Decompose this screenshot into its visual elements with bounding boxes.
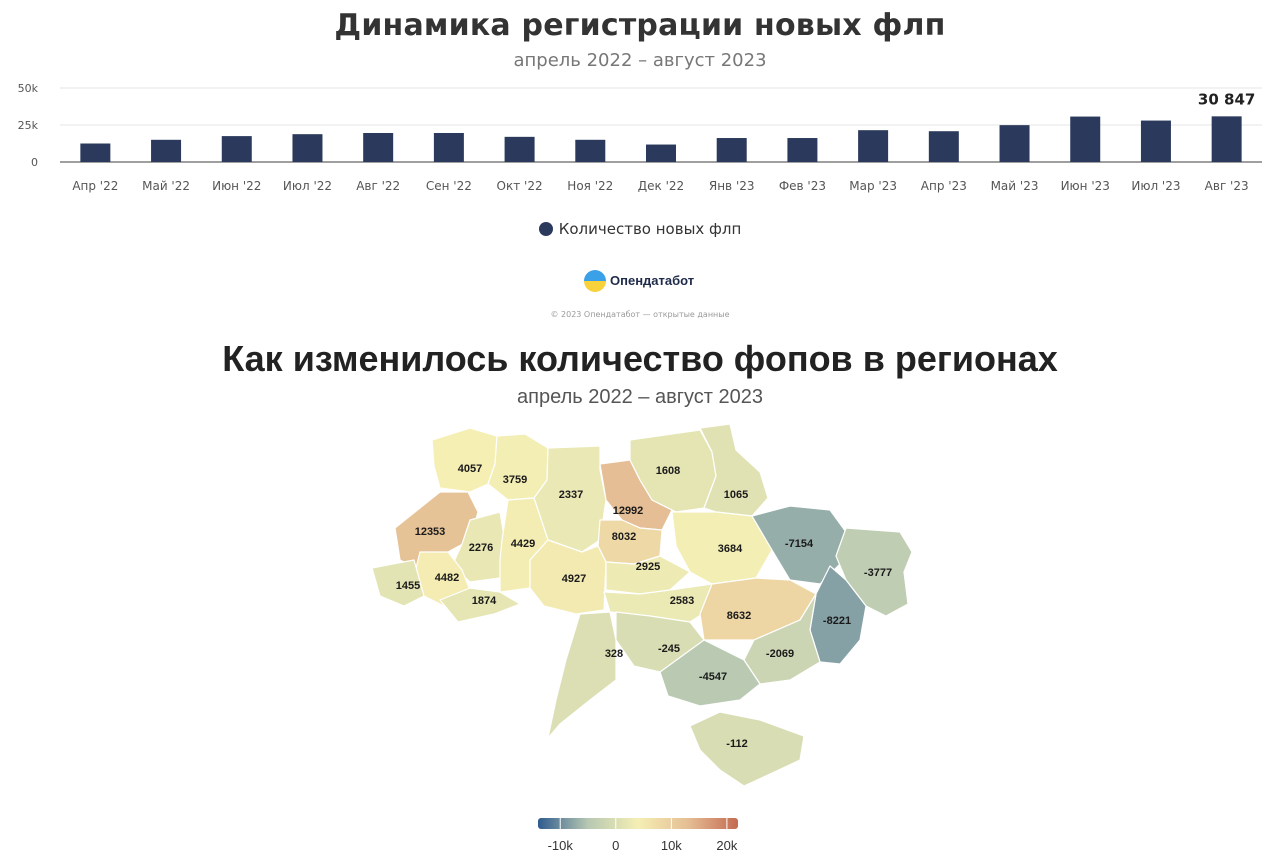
region-shape <box>439 587 521 623</box>
bar <box>858 130 889 162</box>
legend-label: Количество новых флп <box>558 220 742 238</box>
bar <box>221 136 252 162</box>
region-label: 2337 <box>559 489 583 501</box>
y-tick-label: 0 <box>31 156 38 169</box>
region-label: 4429 <box>511 538 535 550</box>
color-scale-tick-label: 20k <box>716 838 738 853</box>
color-scale-tick-label: -10k <box>547 838 573 853</box>
x-tick-label: Авг '23 <box>1205 179 1249 193</box>
x-tick-label: Ноя '22 <box>567 179 613 193</box>
map-title: Как изменилось количество фопов в регион… <box>222 338 1058 379</box>
region-shape <box>529 539 607 615</box>
map-subtitle: апрель 2022 – август 2023 <box>517 386 763 408</box>
region-shape <box>371 559 425 607</box>
region-label: 3759 <box>503 474 527 486</box>
x-tick-label: Май '23 <box>991 179 1039 193</box>
bar <box>151 139 182 162</box>
region-label: 8032 <box>612 531 636 543</box>
legend-marker <box>538 222 553 236</box>
x-tick-label: Май '22 <box>142 179 190 193</box>
region-label: -7154 <box>785 538 814 550</box>
region-shape <box>689 711 805 787</box>
x-tick-label: Июн '22 <box>212 179 261 193</box>
x-tick-label: Авг '22 <box>356 179 400 193</box>
y-tick-label: 50k <box>18 82 39 95</box>
region-label: 8632 <box>727 610 751 622</box>
region-shape <box>835 527 913 617</box>
x-tick-label: Апр '23 <box>921 179 967 193</box>
x-tick-label: Июл '22 <box>283 179 332 193</box>
region-label: 1065 <box>724 489 748 501</box>
region-shape <box>605 555 691 595</box>
color-scale-bar <box>538 818 738 829</box>
region-label: -2069 <box>766 648 794 660</box>
region-label: 4482 <box>435 572 459 584</box>
bar <box>1070 116 1101 162</box>
region-shape <box>547 611 617 739</box>
bar <box>787 138 818 162</box>
x-tick-label: Июн '23 <box>1061 179 1110 193</box>
region-label: 2583 <box>670 595 694 607</box>
region-label: 3684 <box>718 543 743 555</box>
x-tick-label: Апр '22 <box>72 179 118 193</box>
region-label: -3777 <box>864 567 892 579</box>
region-label: 4927 <box>562 573 586 585</box>
bar-chart-legend[interactable]: Количество новых флп <box>0 220 1280 238</box>
y-tick-label: 25k <box>18 119 39 132</box>
bar-chart-panel <box>8 0 1272 332</box>
copyright: © 2023 Опендатабот — открытые данные <box>550 310 730 319</box>
x-tick-label: Сен '22 <box>426 179 472 193</box>
x-tick-label: Янв '23 <box>709 179 755 193</box>
color-scale-tick-label: 10k <box>660 838 682 853</box>
bar-chart: 0 25k 50k Апр '22 Май '22 Июн '22 Июл '22 Авг '… <box>18 82 1262 193</box>
x-tick-label: Мар '23 <box>849 179 897 193</box>
bar <box>363 132 394 162</box>
bar-chart-subtitle: апрель 2022 – август 2023 <box>513 50 767 71</box>
region-label: -112 <box>726 738 747 750</box>
bar <box>646 144 676 162</box>
region-label: 1874 <box>472 595 497 607</box>
region-label: -8221 <box>823 615 851 627</box>
region-label: -245 <box>658 643 680 655</box>
brand-name: Опендатабот <box>610 273 695 288</box>
region-label: 1608 <box>656 465 680 477</box>
region-label: 2276 <box>469 542 493 554</box>
bar <box>1211 116 1242 162</box>
region-label: 1455 <box>396 580 420 592</box>
region-shape <box>431 427 498 493</box>
bar <box>504 136 535 162</box>
bar <box>928 131 959 162</box>
bar <box>433 132 464 162</box>
bar <box>292 134 323 162</box>
data-label: 30 847 <box>1198 90 1255 108</box>
region-label: -4547 <box>699 671 727 683</box>
x-tick-label: Фев '23 <box>779 179 826 193</box>
opendatabot-logo-icon <box>584 270 606 292</box>
bar <box>1140 120 1171 162</box>
bar-chart-title: Динамика регистрации новых флп <box>334 8 946 43</box>
bar <box>575 139 606 162</box>
region-label: 12992 <box>613 505 644 517</box>
x-tick-label: Окт '22 <box>497 179 543 193</box>
region-shape <box>659 639 761 707</box>
region-label: 12353 <box>415 526 446 538</box>
bar <box>999 125 1030 162</box>
regions: 4057 3759 2337 12992 1608 1065 12353 2276 4429 80… <box>371 423 913 787</box>
region-shape <box>533 445 607 553</box>
region-shape <box>451 511 507 583</box>
x-tick-label: Июл '23 <box>1131 179 1180 193</box>
color-scale-tick-label: 0 <box>612 838 620 853</box>
region-label: 2925 <box>636 561 660 573</box>
region-label: 328 <box>605 648 623 660</box>
region-label: 4057 <box>458 463 482 475</box>
bar <box>716 138 747 162</box>
bar <box>80 143 111 162</box>
x-tick-label: Дек '22 <box>638 179 684 193</box>
